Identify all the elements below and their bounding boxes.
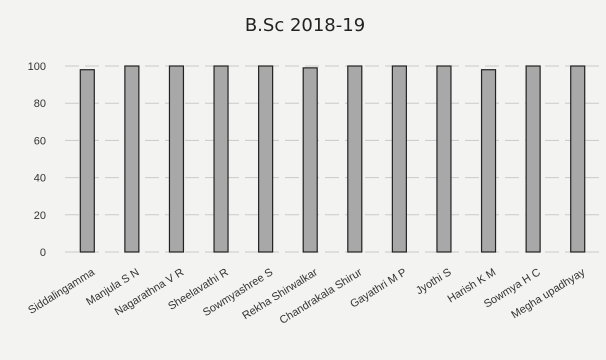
x-tick-label: Jyothi S [414, 266, 454, 297]
chart-title: B.Sc 2018-19 [245, 15, 365, 36]
x-tick-label: Siddalingamma [26, 266, 97, 317]
bar [391, 65, 407, 253]
bar [302, 67, 318, 253]
bar [213, 65, 229, 253]
bar [79, 69, 95, 253]
y-tick-label: 0 [40, 247, 46, 259]
x-tick-label: Megha upadhyay [509, 266, 587, 321]
y-tick-label: 100 [28, 61, 46, 73]
y-axis-ticks: 0 20 40 60 80 100 [28, 61, 46, 259]
x-tick-label: Rekha Shirwalkar [240, 266, 320, 322]
y-tick-label: 40 [34, 173, 46, 185]
bar [258, 65, 274, 253]
y-tick-label: 60 [34, 135, 46, 147]
bar [347, 65, 363, 253]
bar [124, 65, 140, 253]
grid-lines [65, 65, 600, 253]
x-tick-label: Chandrakala Shirur [278, 266, 365, 327]
bar [436, 65, 452, 253]
bar [168, 65, 185, 253]
y-tick-label: 80 [34, 98, 46, 110]
y-tick-label: 20 [34, 210, 46, 222]
bars [79, 65, 586, 253]
bar [480, 69, 497, 253]
bar [570, 65, 586, 253]
bar [525, 65, 541, 253]
